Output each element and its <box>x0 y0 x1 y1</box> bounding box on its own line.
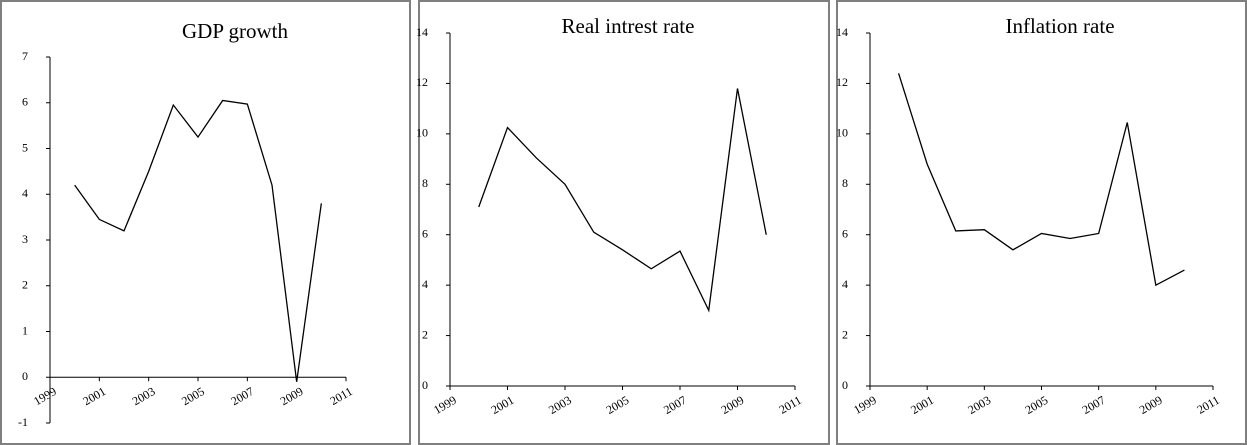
data-line <box>74 99 322 382</box>
x-tick-label: 2009 <box>1137 393 1165 417</box>
x-tick-label: 2005 <box>179 384 207 408</box>
y-tick-label: 4 <box>422 277 428 291</box>
x-tick-label: 2009 <box>719 393 747 417</box>
x-tick-label: 1999 <box>31 384 59 408</box>
data-line <box>897 73 1185 287</box>
panel-border <box>418 0 830 445</box>
y-tick-label: 6 <box>422 226 428 240</box>
y-tick-label: 0 <box>422 378 428 392</box>
x-tick-label: 2009 <box>278 384 306 408</box>
y-tick-label: 14 <box>836 25 848 39</box>
y-tick-label: 0 <box>22 369 28 383</box>
x-tick-label: 2003 <box>965 393 993 417</box>
chart-title: Inflation rate <box>1005 14 1114 38</box>
y-tick-label: 2 <box>842 327 848 341</box>
x-tick-label: 2001 <box>80 384 108 408</box>
x-tick-label: 1999 <box>431 393 459 417</box>
y-tick-label: -1 <box>18 415 28 429</box>
x-tick-label: 2001 <box>908 393 936 417</box>
x-tick-label: 2011 <box>1194 393 1221 417</box>
y-tick-label: 4 <box>22 186 28 200</box>
data-line <box>478 88 767 313</box>
y-tick-label: 1 <box>22 323 28 337</box>
x-tick-label: 1999 <box>851 393 879 417</box>
x-tick-label: 2007 <box>228 384 256 408</box>
chart-title: GDP growth <box>182 19 288 43</box>
y-tick-label: 3 <box>22 232 28 246</box>
chart-title: Real intrest rate <box>562 14 695 38</box>
x-tick-label: 2003 <box>546 393 574 417</box>
y-tick-label: 12 <box>416 75 428 89</box>
y-tick-label: 2 <box>22 278 28 292</box>
panel-border <box>0 0 411 445</box>
x-tick-label: 2001 <box>489 393 517 417</box>
y-tick-label: 8 <box>422 176 428 190</box>
x-tick-label: 2007 <box>1080 393 1108 417</box>
x-tick-label: 2011 <box>776 393 803 417</box>
x-tick-label: 2011 <box>327 384 354 408</box>
y-tick-label: 2 <box>422 327 428 341</box>
y-tick-label: 0 <box>842 378 848 392</box>
y-tick-label: 10 <box>836 126 848 140</box>
y-tick-label: 4 <box>842 277 848 291</box>
y-tick-label: 8 <box>842 176 848 190</box>
y-tick-label: 10 <box>416 126 428 140</box>
x-tick-label: 2003 <box>130 384 158 408</box>
y-tick-label: 5 <box>22 140 28 154</box>
x-tick-label: 2005 <box>1023 393 1051 417</box>
y-tick-label: 6 <box>842 226 848 240</box>
y-tick-label: 12 <box>836 75 848 89</box>
y-tick-label: 7 <box>22 49 28 63</box>
x-tick-label: 2007 <box>661 393 689 417</box>
y-tick-label: 14 <box>416 25 428 39</box>
x-tick-label: 2005 <box>604 393 632 417</box>
panel-border <box>836 0 1247 445</box>
y-tick-label: 6 <box>22 95 28 109</box>
